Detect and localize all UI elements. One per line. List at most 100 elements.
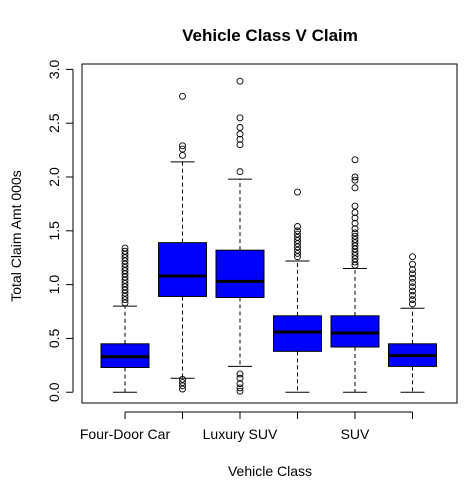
outlier-point bbox=[236, 114, 244, 122]
outlier-point bbox=[236, 384, 244, 392]
outlier-point bbox=[294, 223, 301, 230]
outlier-point bbox=[409, 270, 416, 278]
outlier-point bbox=[351, 176, 359, 184]
outlier-point bbox=[121, 299, 129, 307]
outlier-point bbox=[179, 92, 186, 100]
outlier-point bbox=[121, 293, 129, 300]
outlier-point bbox=[409, 253, 416, 261]
outlier-point bbox=[409, 283, 416, 291]
outlier-point bbox=[351, 202, 359, 210]
y-tick-label: 1.5 bbox=[46, 221, 62, 241]
outlier-point bbox=[409, 274, 416, 282]
outlier-point bbox=[351, 173, 359, 181]
box-5 bbox=[330, 156, 380, 393]
outlier-point bbox=[179, 375, 186, 383]
outlier-point bbox=[351, 255, 359, 263]
outlier-point bbox=[236, 387, 244, 395]
outlier-point bbox=[236, 374, 244, 382]
outlier-point bbox=[179, 382, 186, 390]
outlier-point bbox=[236, 141, 244, 149]
outlier-point bbox=[409, 287, 416, 295]
outlier-point bbox=[121, 289, 129, 297]
box-6 bbox=[388, 253, 437, 393]
outlier-point bbox=[351, 261, 359, 269]
outlier-point bbox=[409, 300, 416, 308]
outlier-point bbox=[236, 135, 244, 143]
outlier-point bbox=[351, 258, 359, 266]
outlier-point bbox=[351, 239, 359, 247]
outlier-point bbox=[409, 279, 416, 286]
y-axis: 0.0 0.5 1.0 1.5 2.0 2.5 3.0 bbox=[46, 59, 74, 402]
outlier-point bbox=[294, 227, 301, 235]
outlier-point bbox=[409, 291, 416, 299]
box-2 bbox=[158, 92, 207, 393]
outlier-point bbox=[179, 379, 186, 387]
x-axis-label: Vehicle Class bbox=[228, 463, 312, 479]
outlier-point bbox=[179, 385, 186, 393]
plot-frame bbox=[81, 63, 458, 404]
outlier-point bbox=[351, 235, 359, 243]
iqr-box bbox=[215, 249, 265, 299]
outlier-point bbox=[121, 280, 129, 287]
outlier-point bbox=[121, 251, 129, 258]
outlier-point bbox=[236, 168, 244, 176]
outlier-point bbox=[121, 244, 129, 252]
iqr-box bbox=[330, 315, 380, 348]
box-3 bbox=[215, 77, 265, 395]
x-tick-label: Four-Door Car bbox=[80, 426, 171, 442]
outlier-point bbox=[236, 77, 244, 85]
outlier-point bbox=[351, 252, 359, 260]
outlier-point bbox=[121, 273, 129, 281]
chart-title: Vehicle Class V Claim bbox=[182, 26, 358, 45]
outlier-point bbox=[351, 209, 359, 216]
x-axis: Four-Door Car Luxury SUV SUV bbox=[80, 411, 413, 442]
box-1 bbox=[100, 244, 150, 393]
outlier-point bbox=[294, 246, 301, 254]
outlier-point bbox=[121, 254, 129, 262]
outlier-point bbox=[351, 219, 359, 227]
outlier-point bbox=[294, 230, 301, 238]
outlier-point bbox=[351, 232, 359, 240]
iqr-box bbox=[158, 242, 207, 297]
outlier-point bbox=[121, 286, 129, 294]
outlier-point bbox=[294, 233, 301, 241]
outlier-point bbox=[236, 370, 244, 378]
y-tick-label: 1.0 bbox=[46, 275, 62, 295]
outlier-point bbox=[121, 267, 129, 275]
outlier-point bbox=[121, 283, 129, 291]
outlier-point bbox=[351, 225, 359, 233]
boxes-group bbox=[100, 77, 437, 395]
outlier-point bbox=[236, 130, 244, 138]
outlier-point bbox=[351, 245, 359, 253]
y-tick-label: 2.5 bbox=[46, 113, 62, 133]
outlier-point bbox=[179, 152, 186, 159]
box-4 bbox=[273, 188, 322, 393]
y-axis-label: Total Claim Amt 000s bbox=[8, 170, 24, 302]
outlier-point bbox=[121, 276, 129, 284]
outlier-point bbox=[351, 214, 359, 222]
outlier-point bbox=[121, 270, 129, 278]
outlier-point bbox=[121, 296, 129, 304]
outlier-point bbox=[351, 242, 359, 250]
outlier-point bbox=[351, 248, 359, 256]
outlier-point bbox=[351, 229, 359, 237]
outlier-point bbox=[179, 145, 186, 153]
outlier-point bbox=[351, 156, 359, 164]
y-tick-label: 0.0 bbox=[46, 382, 62, 402]
outlier-point bbox=[179, 142, 186, 150]
outlier-point bbox=[236, 124, 244, 131]
y-tick-label: 2.0 bbox=[46, 167, 62, 187]
outlier-point bbox=[121, 257, 129, 265]
x-tick-label: SUV bbox=[341, 426, 370, 442]
iqr-box bbox=[273, 315, 322, 352]
outlier-point bbox=[409, 296, 416, 304]
outlier-point bbox=[409, 260, 416, 268]
outlier-point bbox=[121, 263, 129, 271]
outlier-point bbox=[294, 240, 301, 248]
outlier-point bbox=[121, 247, 129, 255]
y-tick-label: 3.0 bbox=[46, 59, 62, 79]
outlier-point bbox=[294, 249, 301, 257]
outlier-point bbox=[121, 260, 129, 268]
